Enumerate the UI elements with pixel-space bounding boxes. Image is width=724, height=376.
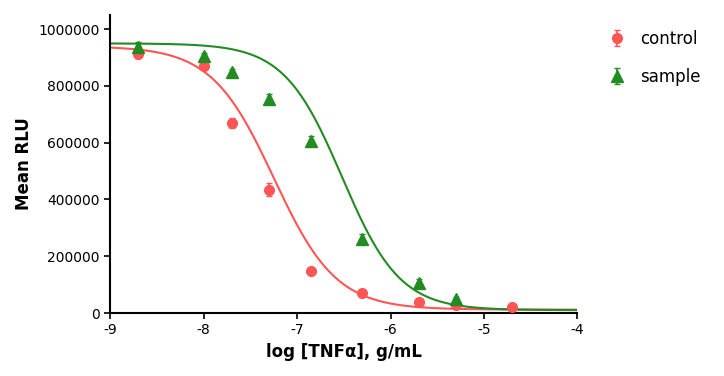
Y-axis label: Mean RLU: Mean RLU [15, 118, 33, 211]
Legend: control, sample: control, sample [595, 23, 707, 92]
X-axis label: log [TNFα], g/mL: log [TNFα], g/mL [266, 343, 422, 361]
